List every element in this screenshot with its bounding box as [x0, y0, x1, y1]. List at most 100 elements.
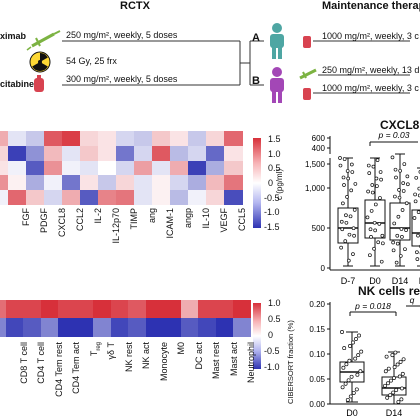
data-point — [393, 167, 398, 172]
data-point — [388, 393, 393, 398]
colorbar-tick: 0.5 — [268, 163, 281, 174]
data-point — [367, 171, 372, 175]
heatmap-cell — [5, 318, 24, 337]
data-point — [399, 397, 404, 402]
heatmap-cell — [188, 175, 207, 191]
heatmap-cell — [8, 160, 27, 176]
heatmap-cell — [0, 300, 6, 319]
arm-b-dose2: 1000 mg/m², weekly, 3 c — [322, 83, 419, 93]
colorbar-tick: -1.0 — [264, 207, 280, 218]
data-point — [346, 176, 351, 181]
data-point — [356, 353, 361, 358]
data-point — [347, 232, 352, 237]
heatmap-cell — [134, 145, 153, 162]
data-point — [386, 381, 390, 386]
heatmap-axis-label: NK act — [141, 342, 152, 370]
data-point — [342, 157, 347, 161]
data-point — [375, 184, 379, 188]
data-point — [353, 182, 358, 186]
heatmap-cell — [93, 300, 111, 319]
data-point — [378, 170, 383, 174]
nk-boxplot: 0.20 0.15 0.10 0.05 0.00 p = 0.018 q D0 D14 — [309, 295, 420, 418]
data-point — [386, 366, 391, 371]
data-point — [383, 369, 388, 374]
data-point — [404, 201, 409, 206]
data-point — [397, 195, 402, 200]
heatmap-axis-label: ang — [147, 208, 157, 224]
data-point — [351, 340, 355, 345]
heatmap-cell — [44, 145, 63, 162]
heatmap-cell — [23, 300, 41, 319]
iv-bag-a-icon — [303, 36, 410, 48]
heatmap-cell — [98, 145, 117, 162]
data-point — [399, 227, 404, 231]
data-point — [341, 201, 345, 206]
data-point — [349, 162, 354, 167]
heatmap-axis-label: Mast act — [228, 342, 239, 377]
heatmap-cell — [215, 318, 234, 337]
heatmap-axis-label: CD4 T cell — [36, 342, 47, 384]
heatmap-cell — [116, 190, 135, 206]
heatmap-cell — [0, 131, 9, 147]
tick-label: 600 — [312, 134, 326, 143]
data-point — [370, 183, 375, 187]
data-point — [391, 390, 396, 395]
colorbar-tick: 0 — [268, 330, 274, 340]
x-tick-label: D14 — [386, 408, 403, 418]
heatmap-axis-label: Neutrophil — [246, 342, 257, 384]
heatmap-cell — [110, 318, 129, 337]
data-point — [380, 241, 385, 246]
heatmap-cell — [75, 300, 94, 319]
data-point — [405, 182, 410, 187]
data-point — [347, 358, 352, 363]
data-point — [352, 233, 356, 238]
heatmap-cell — [224, 145, 243, 162]
data-point — [416, 210, 420, 214]
iv-bag-b-icon — [303, 88, 410, 100]
heatmap-axis-label: CCL2 — [75, 208, 85, 232]
radiation-dose: 54 Gy, 25 frx — [66, 56, 117, 66]
colorbar-tick: 0 — [268, 178, 274, 188]
data-point — [400, 371, 405, 376]
data-point — [340, 385, 345, 390]
heatmap-cell — [62, 131, 81, 147]
pvalue-label: p = 0.018 — [354, 301, 391, 311]
heatmap-cell — [116, 175, 135, 191]
colorbar-tick: -1.5 — [264, 222, 280, 232]
heatmap-cell — [98, 175, 117, 191]
heatmap-cell — [134, 190, 153, 206]
data-point — [391, 240, 395, 245]
heatmap-cell — [128, 300, 146, 319]
data-point — [383, 383, 387, 388]
data-point — [351, 252, 355, 256]
syringe-icon — [26, 30, 61, 51]
data-point — [398, 168, 403, 173]
data-point — [368, 227, 373, 232]
heatmap-axis-label: M0 — [176, 342, 187, 355]
data-point — [380, 233, 385, 238]
heatmap-cell — [62, 160, 81, 176]
heatmap-cell — [80, 131, 99, 147]
heatmap-cell — [26, 175, 45, 191]
heatmap-axis-label: Monocyte — [158, 342, 169, 382]
heatmap-cell — [233, 318, 251, 337]
data-point — [415, 257, 420, 261]
data-point — [350, 170, 355, 174]
heatmap-cell — [170, 131, 189, 147]
heatmap-axis-label: CD4 Tem rest — [53, 342, 64, 397]
heatmap-axis-label: DC act — [193, 342, 204, 370]
heatmap-cell — [163, 300, 181, 319]
heatmap-cell — [152, 131, 171, 147]
drug2-dose: 300 mg/m², weekly, 5 doses — [66, 74, 178, 84]
data-point — [395, 233, 400, 238]
heatmap-1-labels: FGF PDGF CXCL8 CCL2 IL-2 IL-12p70 TIMP ang ICAM-… — [0, 208, 250, 268]
x-tick-label: D — [419, 276, 420, 286]
heatmap-cell — [62, 175, 81, 191]
data-point — [396, 399, 401, 404]
heatmap-cell — [44, 190, 63, 206]
data-point — [370, 190, 375, 195]
arm-a-dose: 1000 mg/m², weekly, 3 c — [322, 31, 419, 41]
data-point — [366, 189, 370, 194]
box — [337, 207, 359, 244]
heatmap-cell — [98, 160, 117, 176]
